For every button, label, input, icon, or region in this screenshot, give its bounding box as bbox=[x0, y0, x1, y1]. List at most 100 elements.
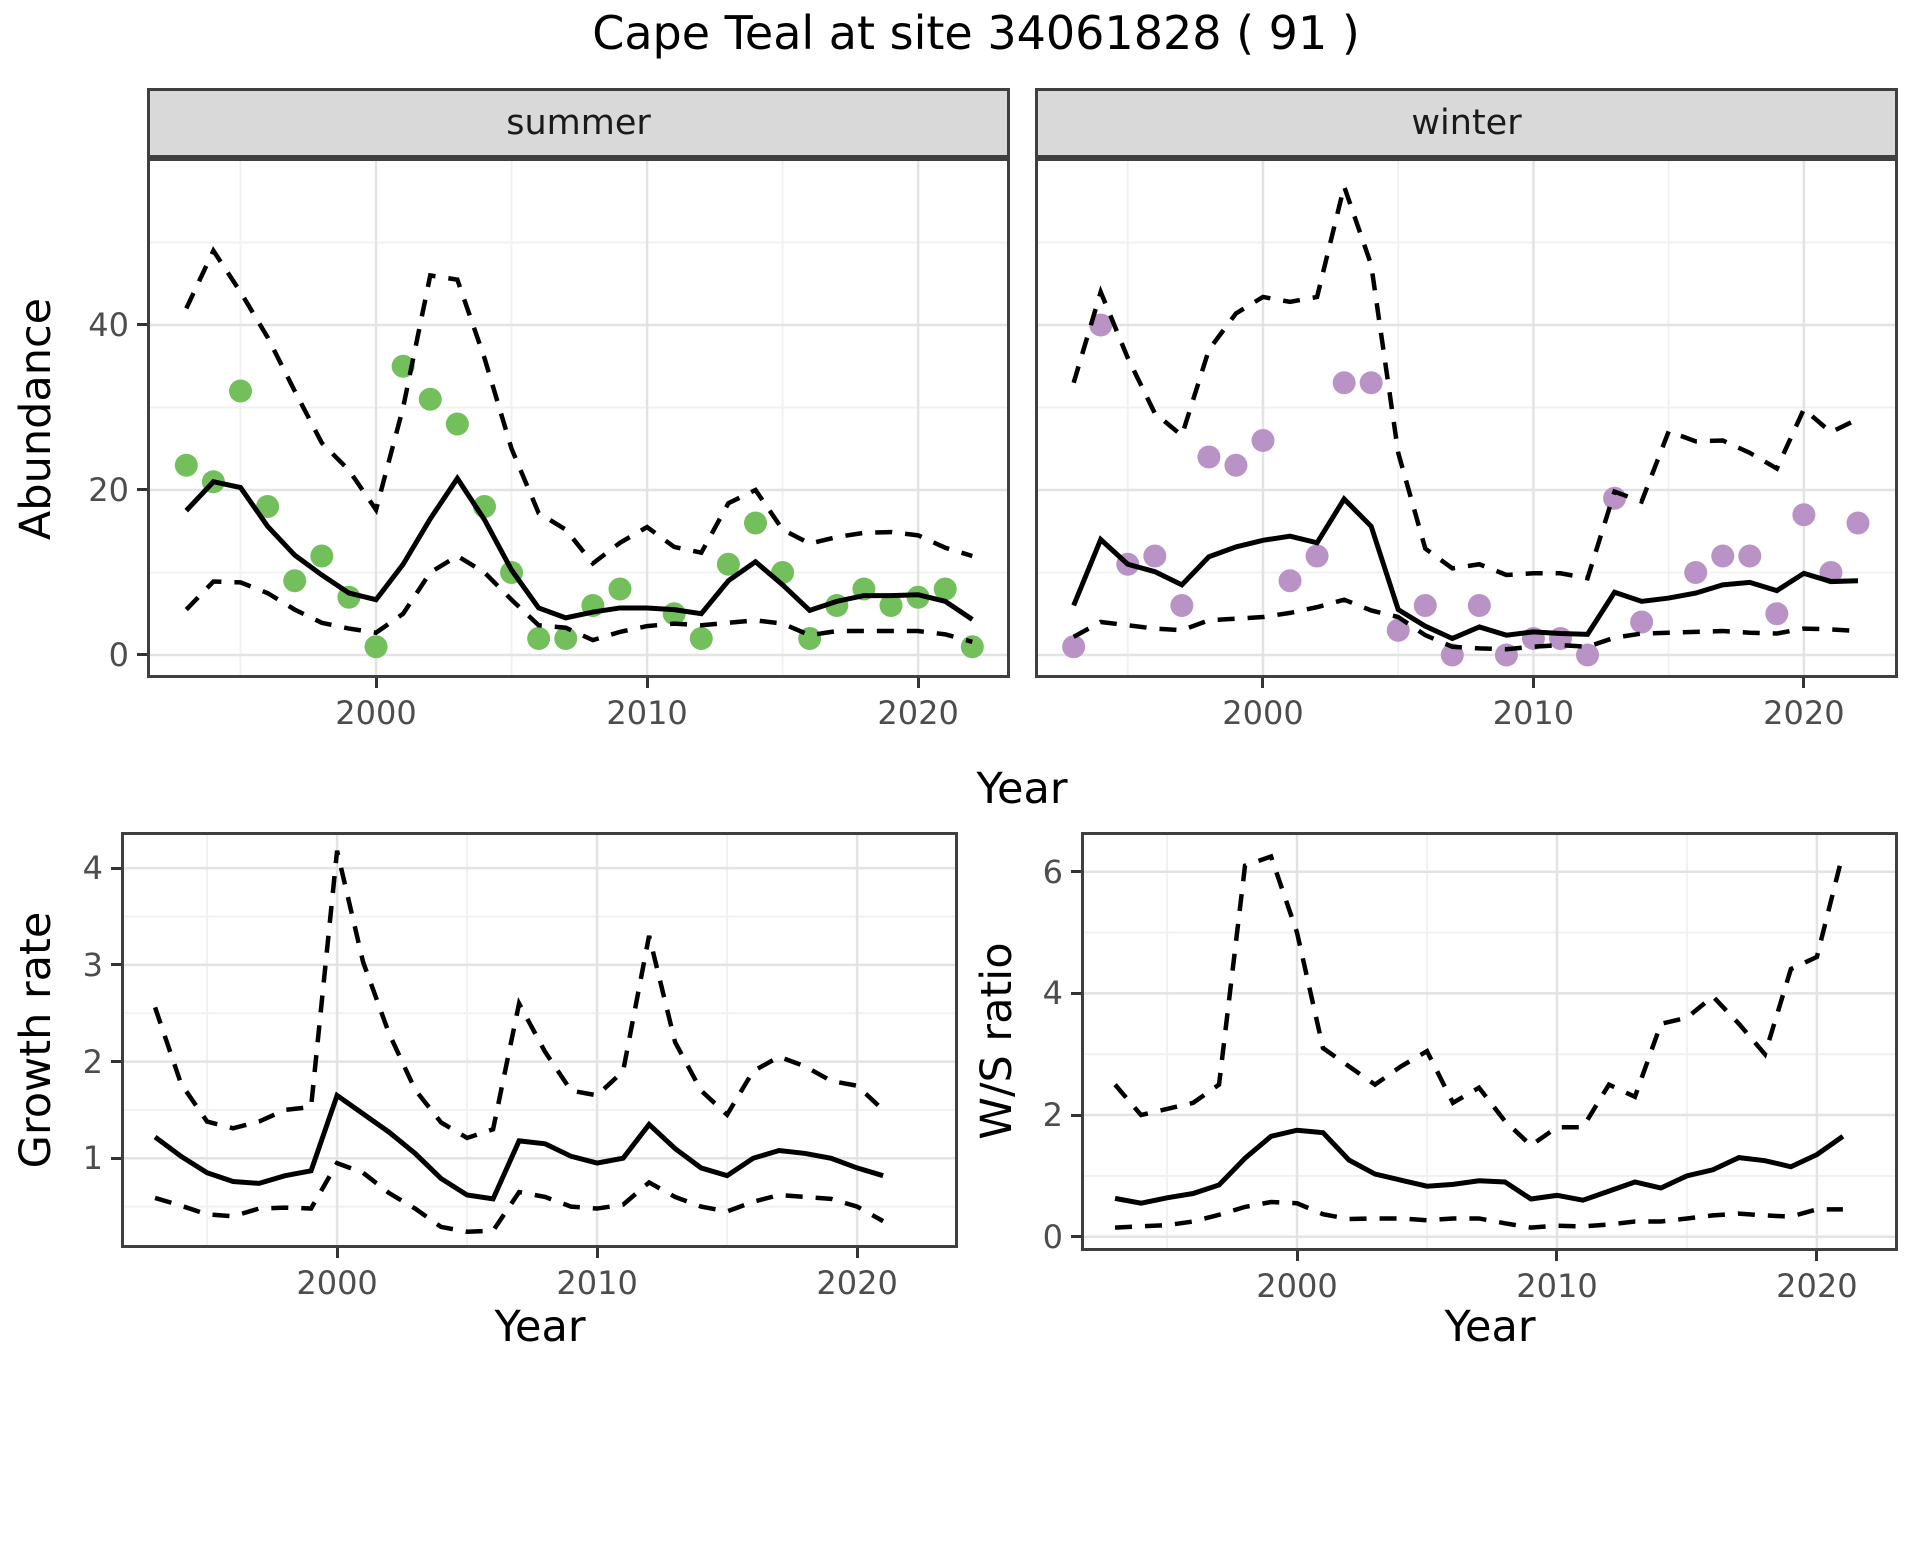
data-point bbox=[1630, 610, 1654, 634]
fit-solid-line bbox=[153, 1091, 884, 1202]
data-point bbox=[1576, 643, 1600, 667]
fit-solid-line bbox=[1114, 1127, 1845, 1206]
data-point bbox=[743, 511, 767, 535]
y-tick-mark bbox=[137, 488, 147, 492]
panel-border bbox=[121, 832, 958, 1248]
x-axis-title-year-growth: Year bbox=[494, 1302, 586, 1352]
data-point bbox=[229, 379, 253, 403]
x-tick-mark bbox=[916, 678, 920, 688]
data-point bbox=[1684, 560, 1708, 584]
plot-title: Cape Teal at site 34061828 ( 91 ) bbox=[592, 6, 1360, 60]
data-point bbox=[879, 593, 903, 617]
y-tick-mark bbox=[1071, 991, 1081, 995]
y-tick-label: 1 bbox=[82, 1139, 103, 1178]
x-tick-mark bbox=[595, 1248, 599, 1258]
x-tick-label: 2020 bbox=[877, 694, 959, 732]
panel-ws_ratio bbox=[1081, 832, 1898, 1251]
y-tick-label: 20 bbox=[88, 470, 129, 509]
ci-dashed-line bbox=[154, 1160, 885, 1235]
data-point bbox=[1305, 544, 1329, 568]
x-tick-mark bbox=[1261, 678, 1265, 688]
data-point bbox=[418, 387, 442, 411]
data-point bbox=[1089, 313, 1113, 337]
data-point bbox=[1197, 445, 1221, 469]
panel-abundance_winter bbox=[1035, 158, 1898, 678]
x-tick-mark bbox=[1802, 678, 1806, 688]
ci-dashed-line bbox=[1113, 852, 1846, 1149]
x-axis-title-year-top: Year bbox=[976, 764, 1068, 814]
x-tick-label: 2010 bbox=[1516, 1267, 1598, 1305]
x-tick-label: 2020 bbox=[816, 1264, 898, 1302]
x-tick-label: 2000 bbox=[1222, 694, 1304, 732]
data-point bbox=[256, 494, 280, 518]
data-point bbox=[527, 626, 551, 650]
x-tick-label: 2010 bbox=[556, 1264, 638, 1302]
data-point bbox=[1224, 453, 1248, 477]
data-point bbox=[608, 577, 632, 601]
data-point bbox=[554, 626, 578, 650]
data-point bbox=[364, 635, 388, 659]
data-point bbox=[1278, 569, 1302, 593]
data-point bbox=[1711, 544, 1735, 568]
data-point bbox=[1062, 635, 1086, 659]
data-point bbox=[716, 552, 740, 576]
y-tick-mark bbox=[1071, 870, 1081, 874]
panel-abundance_summer bbox=[147, 158, 1010, 678]
fit-solid-line bbox=[1071, 495, 1859, 642]
data-point bbox=[310, 544, 334, 568]
y-tick-label: 2 bbox=[82, 1042, 103, 1081]
data-point bbox=[1413, 593, 1437, 617]
data-point bbox=[1359, 371, 1383, 395]
x-tick-label: 2010 bbox=[1492, 694, 1575, 732]
ci-dashed-line bbox=[152, 850, 885, 1141]
y-tick-label: 4 bbox=[82, 849, 103, 888]
panel-growth_rate bbox=[121, 832, 958, 1248]
x-tick-label: 2000 bbox=[1256, 1267, 1338, 1305]
y-tick-mark bbox=[111, 1060, 121, 1064]
y-tick-label: 3 bbox=[82, 945, 103, 984]
data-point bbox=[689, 626, 713, 650]
data-point bbox=[1143, 544, 1167, 568]
facet-strip-label: winter bbox=[1411, 103, 1522, 143]
x-tick-label: 2010 bbox=[606, 694, 688, 732]
y-tick-label: 2 bbox=[1042, 1096, 1063, 1135]
y-tick-label: 4 bbox=[1042, 974, 1063, 1013]
x-tick-label: 2020 bbox=[1776, 1267, 1858, 1305]
x-tick-mark bbox=[1815, 1251, 1819, 1261]
ci-dashed-line bbox=[1071, 178, 1859, 581]
x-tick-mark bbox=[335, 1248, 339, 1258]
x-tick-label: 2020 bbox=[1763, 694, 1845, 732]
data-point bbox=[1170, 593, 1194, 617]
x-tick-label: 2000 bbox=[335, 694, 417, 732]
panel-border bbox=[1035, 158, 1898, 678]
data-point bbox=[960, 635, 984, 659]
y-tick-label: 0 bbox=[1042, 1217, 1063, 1256]
data-point bbox=[1332, 371, 1356, 395]
data-point bbox=[1386, 618, 1410, 642]
ci-dashed-line bbox=[184, 246, 973, 567]
data-point bbox=[1792, 503, 1816, 527]
data-point bbox=[174, 453, 198, 477]
fit-solid-line bbox=[184, 473, 974, 622]
y-tick-mark bbox=[1071, 1235, 1081, 1239]
panel-border bbox=[1081, 832, 1898, 1251]
data-point bbox=[1765, 602, 1789, 626]
data-point bbox=[933, 577, 957, 601]
y-tick-mark bbox=[137, 323, 147, 327]
data-point bbox=[1846, 511, 1870, 535]
data-point bbox=[1467, 593, 1491, 617]
y-tick-mark bbox=[1071, 1113, 1081, 1117]
ci-dashed-line bbox=[184, 553, 973, 644]
x-tick-mark bbox=[1531, 678, 1535, 688]
facet-strip-label: summer bbox=[506, 103, 651, 143]
x-tick-mark bbox=[1295, 1251, 1299, 1261]
data-point bbox=[445, 412, 469, 436]
x-tick-mark bbox=[855, 1248, 859, 1258]
y-tick-mark bbox=[137, 653, 147, 657]
data-point bbox=[1251, 428, 1275, 452]
x-tick-mark bbox=[374, 678, 378, 688]
x-axis-title-year-ws: Year bbox=[1444, 1302, 1536, 1352]
ci-dashed-line bbox=[1114, 1199, 1843, 1230]
y-tick-mark bbox=[111, 866, 121, 870]
